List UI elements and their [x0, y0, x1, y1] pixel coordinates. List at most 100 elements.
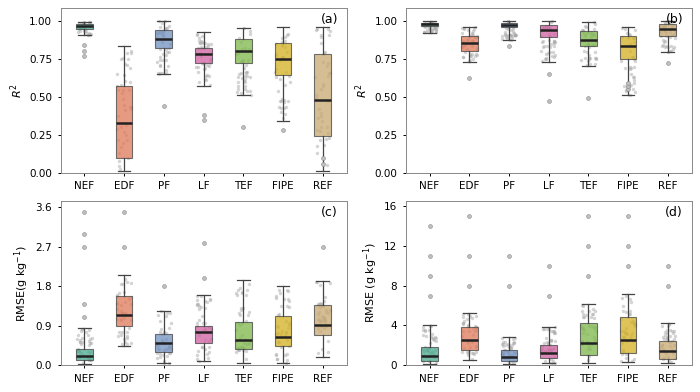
Point	[424, 340, 435, 346]
Point	[160, 346, 171, 352]
Point	[667, 22, 678, 28]
Point	[163, 45, 174, 51]
Point	[549, 43, 560, 49]
Point	[195, 53, 206, 59]
Point	[616, 295, 627, 301]
Point	[427, 336, 438, 342]
Point	[78, 20, 90, 27]
Point	[624, 83, 635, 89]
Point	[662, 336, 673, 342]
Point	[117, 54, 128, 61]
Point	[158, 352, 169, 359]
Point	[82, 356, 93, 362]
Point	[270, 69, 281, 75]
Point	[161, 330, 172, 336]
Point	[154, 57, 165, 63]
Point	[423, 20, 434, 27]
Point	[548, 330, 559, 337]
Point	[165, 346, 176, 352]
Point	[155, 354, 166, 360]
Point	[273, 311, 284, 317]
Point	[284, 298, 295, 304]
Point	[310, 95, 321, 101]
Point	[244, 88, 256, 94]
Point	[670, 333, 681, 339]
Point	[629, 320, 640, 327]
Point	[121, 328, 132, 335]
Point	[587, 323, 598, 329]
Point	[456, 25, 468, 31]
Point	[629, 56, 640, 62]
Point	[586, 33, 597, 40]
Point	[428, 25, 440, 31]
Point	[204, 63, 215, 69]
Point	[205, 326, 216, 332]
Point	[312, 143, 323, 149]
Point	[538, 24, 550, 30]
Point	[125, 65, 136, 71]
Point	[83, 20, 94, 26]
Point	[321, 136, 332, 142]
Point	[462, 322, 473, 328]
Point	[153, 69, 164, 76]
Point	[587, 311, 598, 317]
Point	[119, 299, 130, 305]
Point	[237, 74, 248, 81]
Point	[463, 35, 474, 42]
Point	[119, 276, 130, 282]
Point	[198, 60, 209, 67]
Point	[536, 48, 547, 54]
Point	[280, 330, 291, 336]
Point	[74, 24, 85, 30]
Point	[578, 311, 589, 318]
Point	[498, 347, 510, 353]
Point	[231, 349, 242, 355]
Point	[111, 300, 122, 307]
Point	[74, 26, 85, 33]
Point	[470, 33, 481, 40]
Point	[279, 34, 290, 40]
Point	[577, 302, 588, 309]
Point	[83, 356, 94, 362]
Point	[164, 360, 175, 366]
Point	[120, 61, 131, 67]
Point	[238, 65, 249, 71]
Point	[499, 29, 510, 35]
Point	[232, 86, 244, 92]
Point	[462, 36, 473, 43]
Point	[115, 124, 126, 130]
Point	[584, 61, 596, 67]
Point	[659, 19, 671, 25]
Point	[125, 316, 136, 323]
Point	[193, 358, 204, 364]
Point	[232, 79, 244, 85]
Point	[280, 318, 291, 324]
Point	[661, 29, 672, 36]
Text: (d): (d)	[665, 206, 683, 219]
Point	[242, 312, 253, 318]
Point	[311, 150, 322, 156]
Point	[542, 346, 553, 352]
Point	[622, 30, 633, 36]
Point	[155, 318, 166, 324]
Point	[658, 27, 669, 33]
Point	[314, 328, 326, 334]
Point	[312, 115, 323, 122]
Point	[71, 336, 83, 342]
Point	[544, 33, 555, 39]
Point	[75, 24, 86, 31]
Point	[275, 56, 286, 63]
Point	[587, 341, 598, 347]
Point	[195, 40, 206, 46]
Point	[549, 354, 560, 360]
Point	[667, 347, 678, 353]
Point	[503, 354, 514, 361]
Point	[239, 78, 250, 84]
Point	[501, 31, 512, 38]
Point	[506, 345, 517, 352]
Point	[236, 343, 247, 350]
Point	[548, 37, 559, 44]
Point	[274, 98, 286, 104]
Point	[232, 83, 244, 89]
Point	[542, 341, 553, 347]
